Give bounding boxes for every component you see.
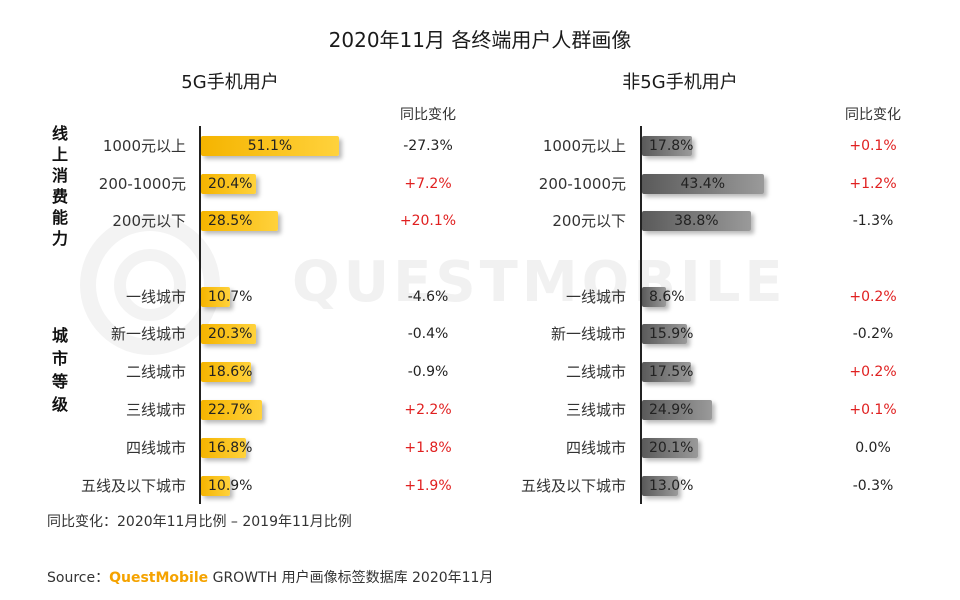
category-label-non5g: 200元以下 bbox=[552, 212, 626, 230]
bar-non5g bbox=[642, 362, 691, 382]
category-label-non5g: 五线及以下城市 bbox=[520, 477, 626, 495]
bar-non5g bbox=[642, 211, 751, 231]
group-label-char: 上 bbox=[51, 145, 68, 164]
change-value-5g: +1.8% bbox=[404, 440, 452, 456]
watermark-logo-icon bbox=[80, 215, 220, 355]
category-label-5g: 新一线城市 bbox=[110, 325, 186, 343]
category-label-non5g: 一线城市 bbox=[565, 288, 626, 306]
category-label-5g: 五线及以下城市 bbox=[80, 477, 186, 495]
group-label-char: 级 bbox=[51, 395, 68, 414]
value-label-5g: 22.7% bbox=[208, 402, 253, 418]
group-label-char: 市 bbox=[51, 349, 68, 368]
bar-5g bbox=[201, 287, 230, 307]
change-header-non5g: 同比变化 bbox=[845, 107, 901, 123]
bar-5g bbox=[201, 362, 252, 382]
bar-non5g bbox=[642, 287, 667, 307]
group-label-city: 城市等级 bbox=[45, 325, 75, 417]
axis-non5g bbox=[640, 126, 642, 504]
change-value-5g: +2.2% bbox=[404, 402, 452, 418]
category-label-non5g: 四线城市 bbox=[565, 439, 626, 457]
value-label-non5g: 8.6% bbox=[649, 289, 685, 305]
bar-5g bbox=[201, 211, 278, 231]
value-label-5g: 10.9% bbox=[208, 478, 253, 494]
bar-non5g bbox=[642, 438, 699, 458]
chart-title: 2020年11月 各终端用户人群画像 bbox=[328, 28, 632, 52]
change-value-5g: +1.9% bbox=[404, 478, 452, 494]
group-label-consumption: 线上消费能力 bbox=[45, 123, 75, 249]
bar-5g bbox=[201, 324, 256, 344]
group-label-char: 线 bbox=[51, 124, 68, 143]
bar-non5g bbox=[642, 476, 679, 496]
category-label-non5g: 三线城市 bbox=[565, 401, 626, 419]
value-label-non5g: 13.0% bbox=[649, 478, 694, 494]
group-label-char: 消 bbox=[51, 166, 68, 185]
bar-5g bbox=[201, 174, 257, 194]
panel-title-non5g: 非5G手机用户 bbox=[622, 72, 738, 93]
change-value-5g: -0.9% bbox=[407, 364, 449, 380]
group-label-char: 能 bbox=[51, 208, 68, 227]
group-label-char: 城 bbox=[51, 326, 68, 345]
category-label-5g: 一线城市 bbox=[125, 288, 186, 306]
category-label-non5g: 1000元以上 bbox=[542, 137, 626, 155]
category-label-5g: 1000元以上 bbox=[102, 137, 186, 155]
change-value-5g: -27.3% bbox=[403, 138, 453, 154]
group-label-char: 力 bbox=[51, 229, 68, 248]
watermark-text: QUESTMOBILE bbox=[292, 250, 787, 315]
bar-5g bbox=[201, 438, 247, 458]
category-label-5g: 200-1000元 bbox=[98, 175, 186, 193]
change-value-5g: -4.6% bbox=[407, 289, 449, 305]
change-value-non5g: +0.2% bbox=[849, 364, 897, 380]
change-header-5g: 同比变化 bbox=[400, 107, 456, 123]
value-label-non5g: 15.9% bbox=[649, 326, 694, 342]
bar-5g bbox=[201, 476, 231, 496]
value-label-5g: 10.7% bbox=[208, 289, 253, 305]
value-label-5g: 16.8% bbox=[208, 440, 253, 456]
source-rest: GROWTH 用户画像标签数据库 2020年11月 bbox=[208, 570, 494, 586]
value-label-non5g: 43.4% bbox=[680, 176, 725, 192]
change-value-5g: -0.4% bbox=[407, 326, 449, 342]
value-label-5g: 28.5% bbox=[208, 213, 253, 229]
bar-non5g bbox=[642, 174, 764, 194]
category-label-non5g: 200-1000元 bbox=[538, 175, 626, 193]
source-line: Source：QuestMobile GROWTH 用户画像标签数据库 2020… bbox=[47, 567, 493, 587]
group-label-char: 等 bbox=[51, 372, 68, 391]
source-brand: QuestMobile bbox=[109, 570, 209, 586]
value-label-5g: 18.6% bbox=[208, 364, 253, 380]
panel-title-5g: 5G手机用户 bbox=[181, 72, 279, 93]
bar-non5g bbox=[642, 136, 692, 156]
category-label-non5g: 新一线城市 bbox=[550, 325, 626, 343]
value-label-non5g: 17.5% bbox=[649, 364, 694, 380]
category-label-5g: 三线城市 bbox=[125, 401, 186, 419]
value-label-non5g: 20.1% bbox=[649, 440, 694, 456]
category-label-5g: 四线城市 bbox=[125, 439, 186, 457]
source-prefix: Source： bbox=[47, 570, 110, 586]
value-label-5g: 20.3% bbox=[208, 326, 253, 342]
group-label-char: 费 bbox=[51, 187, 68, 206]
change-value-non5g: -1.3% bbox=[852, 213, 894, 229]
footnote: 同比变化：2020年11月比例 – 2019年11月比例 bbox=[47, 514, 352, 530]
category-label-non5g: 二线城市 bbox=[565, 363, 626, 381]
change-value-5g: +7.2% bbox=[404, 176, 452, 192]
change-value-non5g: +1.2% bbox=[849, 176, 897, 192]
bar-non5g bbox=[642, 324, 687, 344]
value-label-non5g: 24.9% bbox=[649, 402, 694, 418]
change-value-5g: +20.1% bbox=[399, 213, 457, 229]
change-value-non5g: -0.3% bbox=[852, 478, 894, 494]
bar-non5g bbox=[642, 400, 712, 420]
change-value-non5g: 0.0% bbox=[855, 440, 891, 456]
category-label-5g: 200元以下 bbox=[112, 212, 186, 230]
change-value-non5g: +0.1% bbox=[849, 138, 897, 154]
bar-5g bbox=[201, 136, 339, 156]
value-label-5g: 51.1% bbox=[247, 138, 293, 154]
change-value-non5g: +0.1% bbox=[849, 402, 897, 418]
value-label-non5g: 17.8% bbox=[649, 138, 694, 154]
axis-5g bbox=[199, 126, 201, 504]
value-label-non5g: 38.8% bbox=[674, 213, 719, 229]
bar-5g bbox=[201, 400, 263, 420]
category-label-5g: 二线城市 bbox=[125, 363, 186, 381]
value-label-5g: 20.4% bbox=[208, 176, 253, 192]
change-value-non5g: -0.2% bbox=[852, 326, 894, 342]
change-value-non5g: +0.2% bbox=[849, 289, 897, 305]
